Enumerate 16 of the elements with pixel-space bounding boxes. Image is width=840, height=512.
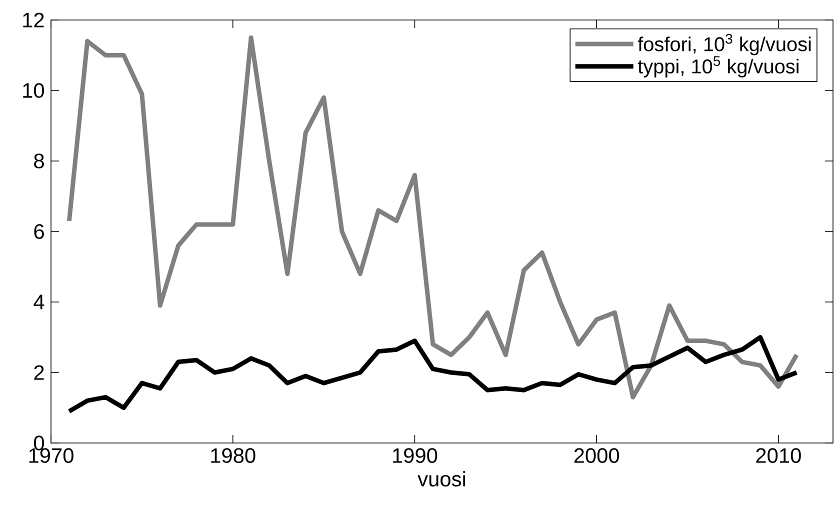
- line-series: [66, 335, 799, 414]
- x-tick-label: 2010: [756, 448, 801, 463]
- legend-label: fosfori, 10$^{3}$ kg/vuosi: [638, 34, 811, 56]
- legend-label: typpi, 10$^{5}$ kg/vuosi: [638, 56, 798, 78]
- x-tick-label: 1970: [29, 448, 74, 463]
- x-tick-label: 2000: [574, 448, 620, 463]
- y-tick-label: 8: [34, 154, 44, 168]
- x-tick-label: 1990: [393, 448, 438, 463]
- y-tick-label: 4: [34, 294, 44, 310]
- y-tick-label: 2: [34, 365, 44, 380]
- x-tick-label: 1980: [211, 448, 256, 463]
- x-axis-title: vuosi: [418, 471, 466, 486]
- y-tick-label: 0: [34, 436, 44, 450]
- y-tick-label: 10: [23, 83, 44, 98]
- y-tick-label: 6: [34, 224, 44, 239]
- y-tick-label: 12: [23, 12, 44, 28]
